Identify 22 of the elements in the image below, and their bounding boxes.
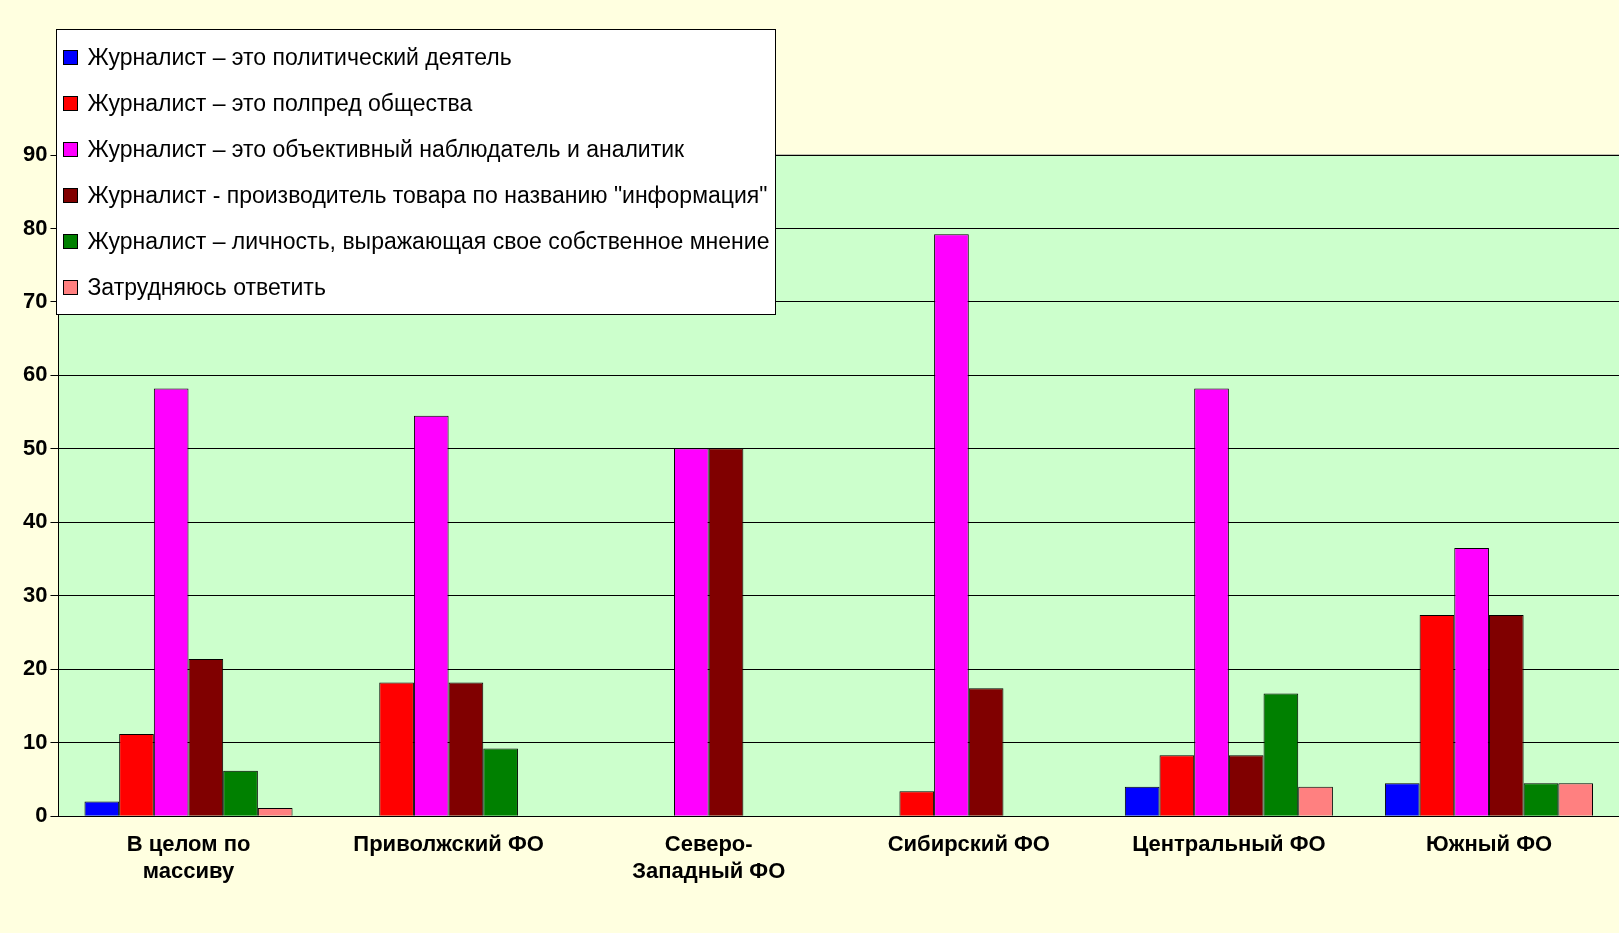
x-tick-label: Сибирский ФО [887,831,1050,857]
x-tick-label: Северо-Западный ФО [632,831,786,883]
legend-label: Журналист – это политический деятель [87,43,512,72]
y-tick-label: 60 [22,361,48,387]
x-tick-label: В целом по массиву [126,831,251,883]
y-tick-label: 10 [22,728,48,754]
x-tick-label: Приволжский ФО [353,831,544,857]
y-tick-label: 90 [22,141,48,167]
y-tick-label: 70 [22,288,48,313]
x-tick-label: Центральный ФО [1132,831,1326,857]
legend-label: Журналист – это объективный наблюдатель и аналитик [87,135,685,164]
y-tick-label: 50 [22,434,48,460]
legend-label: Затрудняюсь ответить [87,273,326,302]
y-tick-label: 80 [22,214,48,240]
y-tick-label: 40 [22,508,48,534]
legend-label: Журналист – это полпред общества [87,89,473,118]
y-tick-label: 0 [35,802,48,828]
legend-label: Журналист - производитель товара по названию "информация" [87,181,768,210]
x-tick-label: Южный ФО [1425,831,1553,857]
y-tick-label: 30 [22,581,48,607]
y-tick-label: 20 [22,655,48,681]
legend-label: Журналист – личность, выражающая свое собственное мнение [87,227,770,256]
